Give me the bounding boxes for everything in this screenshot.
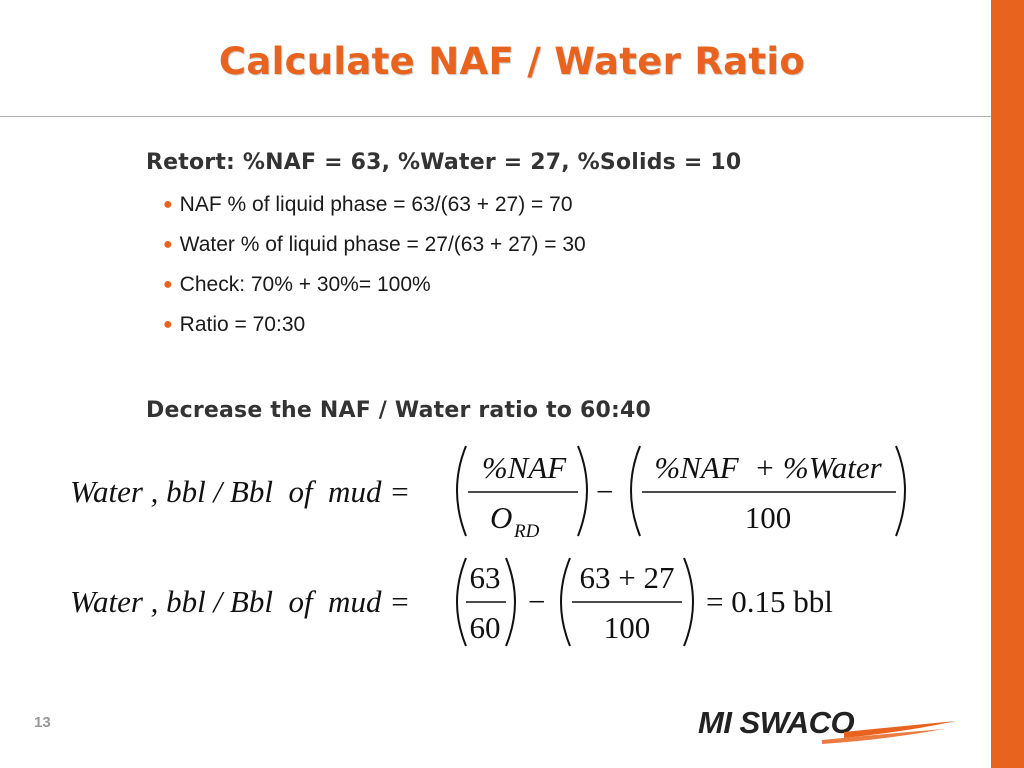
bullet-dot-icon: ● xyxy=(163,316,173,333)
retort-heading: Retort: %NAF = 63, %Water = 27, %Solids … xyxy=(146,150,742,175)
bullet-item: ● Water % of liquid phase = 27/(63 + 27) … xyxy=(163,233,586,273)
equation-1-frac1-numerator: %NAF xyxy=(482,450,567,485)
bullet-dot-icon: ● xyxy=(163,196,173,213)
equation-2-frac1-denominator: 60 xyxy=(470,610,501,645)
right-accent-bar xyxy=(991,0,1024,768)
left-paren-icon xyxy=(456,557,467,647)
logo-text: MI SWACO xyxy=(698,705,855,740)
bullet-text: Water % of liquid phase = 27/(63 + 27) =… xyxy=(179,233,586,256)
bullet-item: ● NAF % of liquid phase = 63/(63 + 27) = … xyxy=(163,193,586,233)
equation-2-result: = 0.15 bbl xyxy=(706,584,833,619)
bullet-text: NAF % of liquid phase = 63/(63 + 27) = 7… xyxy=(179,193,573,216)
logo-swoosh-icon xyxy=(822,729,944,744)
left-paren-icon xyxy=(630,445,641,537)
bullet-dot-icon: ● xyxy=(163,276,173,293)
equation-1: Water , bbl / Bbl of mud = %NAF O RD − %… xyxy=(70,445,906,542)
title-divider xyxy=(0,116,991,117)
equation-2: Water , bbl / Bbl of mud = 63 60 − 63 + … xyxy=(70,557,833,647)
right-paren-icon xyxy=(683,557,694,647)
right-paren-icon xyxy=(895,445,906,537)
slide-title: Calculate NAF / Water Ratio xyxy=(218,40,806,83)
equation-2-frac1-numerator: 63 xyxy=(470,560,501,595)
equation-2-minus: − xyxy=(528,584,545,619)
equation-2-lhs: Water , bbl / Bbl of mud = xyxy=(70,584,410,619)
page-number: 13 xyxy=(34,714,51,731)
bullet-item: ● Ratio = 70:30 xyxy=(163,313,586,353)
bullet-list: ● NAF % of liquid phase = 63/(63 + 27) = … xyxy=(163,193,586,353)
right-paren-icon xyxy=(505,557,516,647)
equation-1-frac2-numerator: %NAF + %Water xyxy=(654,450,882,485)
equation-1-frac2-denominator: 100 xyxy=(745,500,792,535)
left-paren-icon xyxy=(456,445,467,537)
bullet-text: Ratio = 70:30 xyxy=(179,313,306,336)
bullet-item: ● Check: 70% + 30%= 100% xyxy=(163,273,586,313)
equation-1-minus: − xyxy=(596,474,613,509)
equations: Water , bbl / Bbl of mud = %NAF O RD − %… xyxy=(70,445,906,647)
right-paren-icon xyxy=(577,445,588,537)
equation-2-frac2-denominator: 100 xyxy=(604,610,651,645)
left-paren-icon xyxy=(560,557,571,647)
logo-swoosh-icon xyxy=(844,721,956,738)
equation-1-frac1-denominator: O xyxy=(490,500,512,535)
equation-1-lhs: Water , bbl / Bbl of mud = xyxy=(70,474,410,509)
equation-1-frac1-den-subscript: RD xyxy=(513,521,540,542)
company-logo: MI SWACO xyxy=(698,705,956,744)
bullet-dot-icon: ● xyxy=(163,236,173,253)
decrease-heading: Decrease the NAF / Water ratio to 60:40 xyxy=(146,398,652,423)
equation-2-frac2-numerator: 63 + 27 xyxy=(580,560,675,595)
bullet-text: Check: 70% + 30%= 100% xyxy=(179,273,431,296)
